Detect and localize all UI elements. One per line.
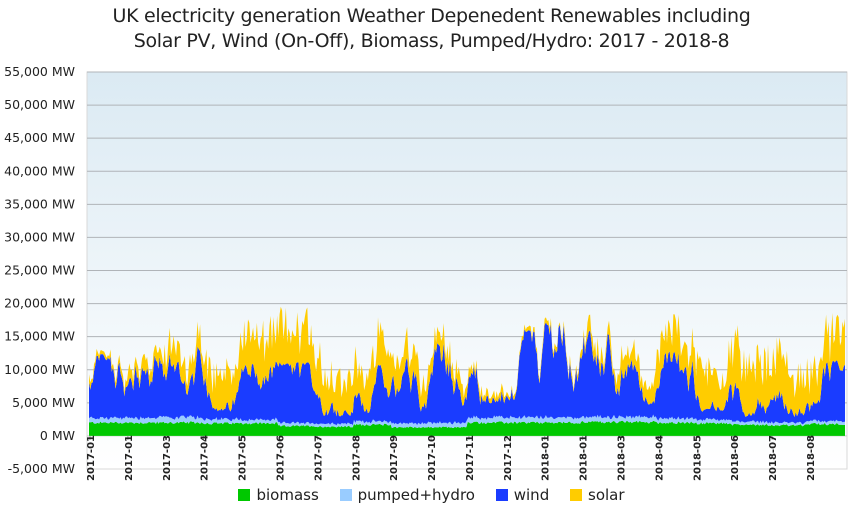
x-axis: 2017-01 2017-01 2017-03 2017-04 2017-05 2017-…: [86, 435, 817, 481]
y-tick-label: 55,000 MW: [4, 64, 75, 79]
y-tick-label: 10,000 MW: [4, 362, 75, 377]
x-tick-label: 2017-08: [351, 435, 362, 481]
y-tick-label: 50,000 MW: [4, 97, 75, 112]
y-tick-label: 25,000 MW: [4, 263, 75, 278]
x-tick-label: 2017-10: [427, 435, 438, 481]
legend-item-wind[interactable]: wind: [495, 486, 550, 504]
x-tick-label: 2017-06: [275, 435, 286, 481]
chart-title: UK electricity generation Weather Depene…: [112, 5, 751, 27]
series-area-solar: [89, 306, 845, 417]
stacked-areas: [89, 306, 845, 436]
legend-item-pumped-hydro[interactable]: pumped+hydro: [339, 486, 475, 504]
x-tick-label: 2017-01: [86, 435, 97, 481]
y-tick-label: 40,000 MW: [4, 163, 75, 178]
x-tick-label: 2017-11: [465, 435, 476, 481]
series-area-wind: [89, 322, 845, 426]
legend-swatch-biomass: [238, 489, 251, 501]
chart-subtitle: Solar PV, Wind (On-Off), Biomass, Pumped…: [133, 30, 730, 52]
y-tick-label: 5,000 MW: [12, 395, 75, 410]
x-tick-label: 2018-01: [541, 435, 552, 481]
legend-item-solar[interactable]: solar: [570, 486, 625, 504]
legend-swatch-solar: [570, 489, 582, 501]
y-tick-label: 0 MW: [40, 428, 75, 443]
x-tick-label: 2017-09: [389, 435, 400, 481]
x-tick-label: 2017-03: [162, 435, 173, 481]
legend-swatch-pumped-hydro: [339, 489, 352, 501]
y-tick-label: 45,000 MW: [4, 130, 75, 145]
y-tick-label: -5,000 MW: [8, 461, 75, 476]
legend-label: solar: [588, 486, 625, 504]
y-tick-label: 30,000 MW: [4, 229, 75, 244]
x-tick-label: 2018-03: [617, 435, 628, 481]
x-tick-label: 2017-12: [503, 435, 514, 481]
y-axis: -5,000 MW 0 MW 5,000 MW 10,000 MW 15,000 MW 2…: [4, 64, 75, 476]
legend-label: pumped+hydro: [357, 486, 475, 504]
series-area-biomass: [89, 420, 845, 436]
x-tick-label: 2018-06: [730, 435, 741, 481]
x-tick-label: 2018-07: [768, 435, 779, 481]
y-tick-label: 20,000 MW: [4, 296, 75, 311]
x-tick-label: 2017-07: [313, 435, 324, 481]
legend-label: biomass: [256, 486, 319, 504]
x-tick-label: 2017-04: [200, 435, 211, 481]
legend-swatch-wind: [495, 489, 508, 501]
series-area-pumped-hydro: [89, 414, 845, 429]
y-tick-label: 15,000 MW: [4, 329, 75, 344]
x-tick-label: 2018-01: [579, 435, 590, 481]
x-tick-label: 2017-01: [124, 435, 135, 481]
x-tick-label: 2018-05: [692, 435, 703, 481]
legend: biomass pumped+hydro wind solar: [0, 486, 863, 504]
x-tick-label: 2018-04: [654, 435, 665, 481]
legend-item-biomass[interactable]: biomass: [238, 486, 319, 504]
legend-label: wind: [513, 486, 550, 504]
x-tick-label: 2017-05: [238, 435, 249, 481]
gridlines: [87, 71, 847, 437]
y-tick-label: 35,000 MW: [4, 196, 75, 211]
x-tick-label: 2018-08: [806, 435, 817, 481]
